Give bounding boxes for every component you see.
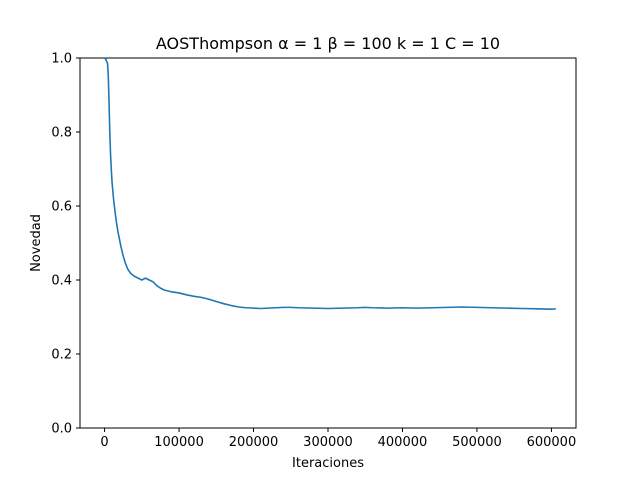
series-layer <box>103 57 556 311</box>
y-tick-label: 0.6 <box>51 200 72 215</box>
y-tick-label: 0.8 <box>51 126 72 141</box>
plot-frame <box>79 57 577 429</box>
y-tick-label: 0.4 <box>51 274 72 289</box>
y-axis-label: Novedad <box>29 214 44 272</box>
y-tick-label: 1.0 <box>51 52 72 67</box>
chart-title: AOSThompson α = 1 β = 100 k = 1 C = 10 <box>156 34 500 53</box>
x-axis: 0 100000 200000 300000 400000 500000 600000 <box>100 428 576 450</box>
x-tick-label: 200000 <box>229 435 279 450</box>
y-tick-label: 0.2 <box>51 348 72 363</box>
x-tick-label: 100000 <box>154 435 204 450</box>
x-tick-label: 500000 <box>452 435 502 450</box>
y-axis: 0.0 0.2 0.4 0.6 0.8 1.0 <box>51 52 80 437</box>
series-line <box>103 57 556 311</box>
y-tick-label: 0.0 <box>51 422 72 437</box>
x-tick-label: 400000 <box>378 435 428 450</box>
x-tick-label: 0 <box>100 435 108 450</box>
plot-area <box>79 57 577 429</box>
x-tick-label: 300000 <box>303 435 353 450</box>
x-tick-label: 600000 <box>527 435 577 450</box>
x-axis-label: Iteraciones <box>292 456 364 471</box>
